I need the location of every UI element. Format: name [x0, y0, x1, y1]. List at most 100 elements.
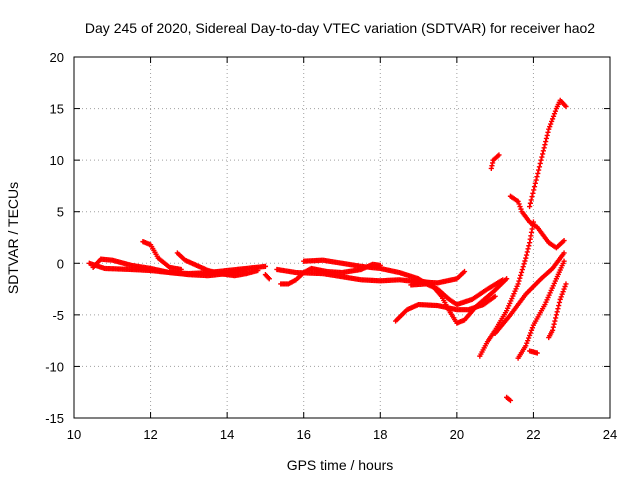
data-marks: [86, 97, 569, 404]
series-arc16: [507, 193, 567, 251]
data-point: [523, 252, 530, 258]
data-point: [533, 177, 539, 183]
data-point: [552, 318, 558, 324]
data-point: [550, 324, 556, 330]
data-point: [555, 306, 561, 312]
series-arc5: [262, 272, 272, 282]
data-point: [549, 327, 556, 333]
series-arc11: [412, 276, 510, 326]
data-point: [536, 164, 543, 170]
data-point: [547, 124, 553, 130]
series-arc4: [174, 250, 261, 279]
data-point: [543, 138, 549, 145]
series-arc2: [90, 256, 249, 279]
data-point: [492, 293, 498, 299]
data-point: [553, 312, 559, 318]
data-point: [532, 180, 538, 186]
data-point: [561, 250, 567, 256]
data-point: [524, 340, 530, 346]
data-point: [549, 118, 555, 125]
series-arc19: [527, 97, 569, 210]
data-point: [516, 278, 522, 284]
data-point: [266, 276, 272, 282]
data-point: [518, 206, 524, 212]
data-point: [524, 249, 530, 255]
series-arc17: [515, 258, 567, 361]
data-point: [262, 263, 269, 269]
x-tick-label: 18: [373, 427, 387, 442]
series-arc18: [527, 348, 540, 356]
series-arc20: [546, 281, 569, 341]
data-point: [540, 148, 546, 154]
data-point: [561, 237, 567, 244]
data-point: [554, 309, 560, 315]
data-point: [556, 302, 562, 309]
data-point: [515, 281, 521, 287]
chart-title: Day 245 of 2020, Sidereal Day-to-day VTE…: [85, 20, 595, 36]
y-tick-label: 20: [50, 50, 64, 65]
data-point: [558, 294, 564, 300]
data-point: [531, 187, 537, 193]
data-point: [528, 197, 534, 203]
x-tick-label: 14: [220, 427, 234, 442]
data-point: [539, 154, 545, 160]
x-tick-label: 12: [143, 427, 157, 442]
data-point: [541, 145, 547, 151]
data-point: [552, 108, 559, 114]
data-point: [507, 397, 514, 404]
data-point: [553, 315, 559, 321]
data-point: [538, 157, 544, 163]
data-point: [517, 203, 523, 210]
data-point: [525, 246, 531, 252]
data-point: [461, 268, 468, 275]
data-point: [528, 327, 535, 333]
data-point: [526, 335, 532, 341]
y-tick-label: 10: [50, 153, 64, 168]
data-point: [551, 321, 557, 327]
data-point: [178, 266, 184, 273]
data-point: [557, 296, 563, 302]
data-point: [560, 289, 566, 295]
data-point: [521, 261, 527, 267]
data-point: [517, 275, 523, 281]
data-point: [518, 272, 524, 278]
data-point: [544, 132, 550, 138]
data-point: [525, 338, 531, 344]
data-point: [535, 170, 541, 177]
data-point: [543, 135, 550, 142]
series-arc13: [488, 152, 502, 171]
data-point: [537, 160, 543, 167]
data-point: [548, 121, 554, 127]
x-tick-label: 24: [603, 427, 617, 442]
data-point: [520, 264, 526, 270]
data-point: [536, 167, 542, 173]
data-point: [545, 129, 551, 135]
y-tick-label: 5: [57, 205, 64, 220]
tick-layer: 10 12 14 16 18 20 22 24 -15 -10 -5 0 5 10 15 20: [45, 50, 617, 442]
data-point: [526, 243, 532, 249]
data-point: [561, 258, 567, 264]
data-point: [522, 258, 528, 264]
data-point: [540, 151, 546, 157]
series-arc7: [278, 261, 383, 287]
data-point: [531, 184, 538, 190]
y-tick-label: -5: [52, 308, 64, 323]
series-arc9: [393, 293, 498, 324]
data-point: [504, 276, 510, 282]
data-point: [529, 194, 535, 200]
data-point: [534, 174, 540, 180]
y-tick-label: 15: [50, 102, 64, 117]
plot-frame: [73, 56, 611, 419]
data-point: [516, 201, 522, 207]
data-point: [546, 126, 552, 132]
data-point: [562, 283, 568, 290]
y-axis-title: SDTVAR / TECUs: [5, 182, 21, 294]
data-point: [561, 286, 567, 292]
data-point: [515, 198, 521, 204]
x-tick-label: 10: [67, 427, 81, 442]
data-point: [563, 103, 569, 110]
data-point: [530, 190, 536, 196]
data-point: [265, 275, 271, 281]
